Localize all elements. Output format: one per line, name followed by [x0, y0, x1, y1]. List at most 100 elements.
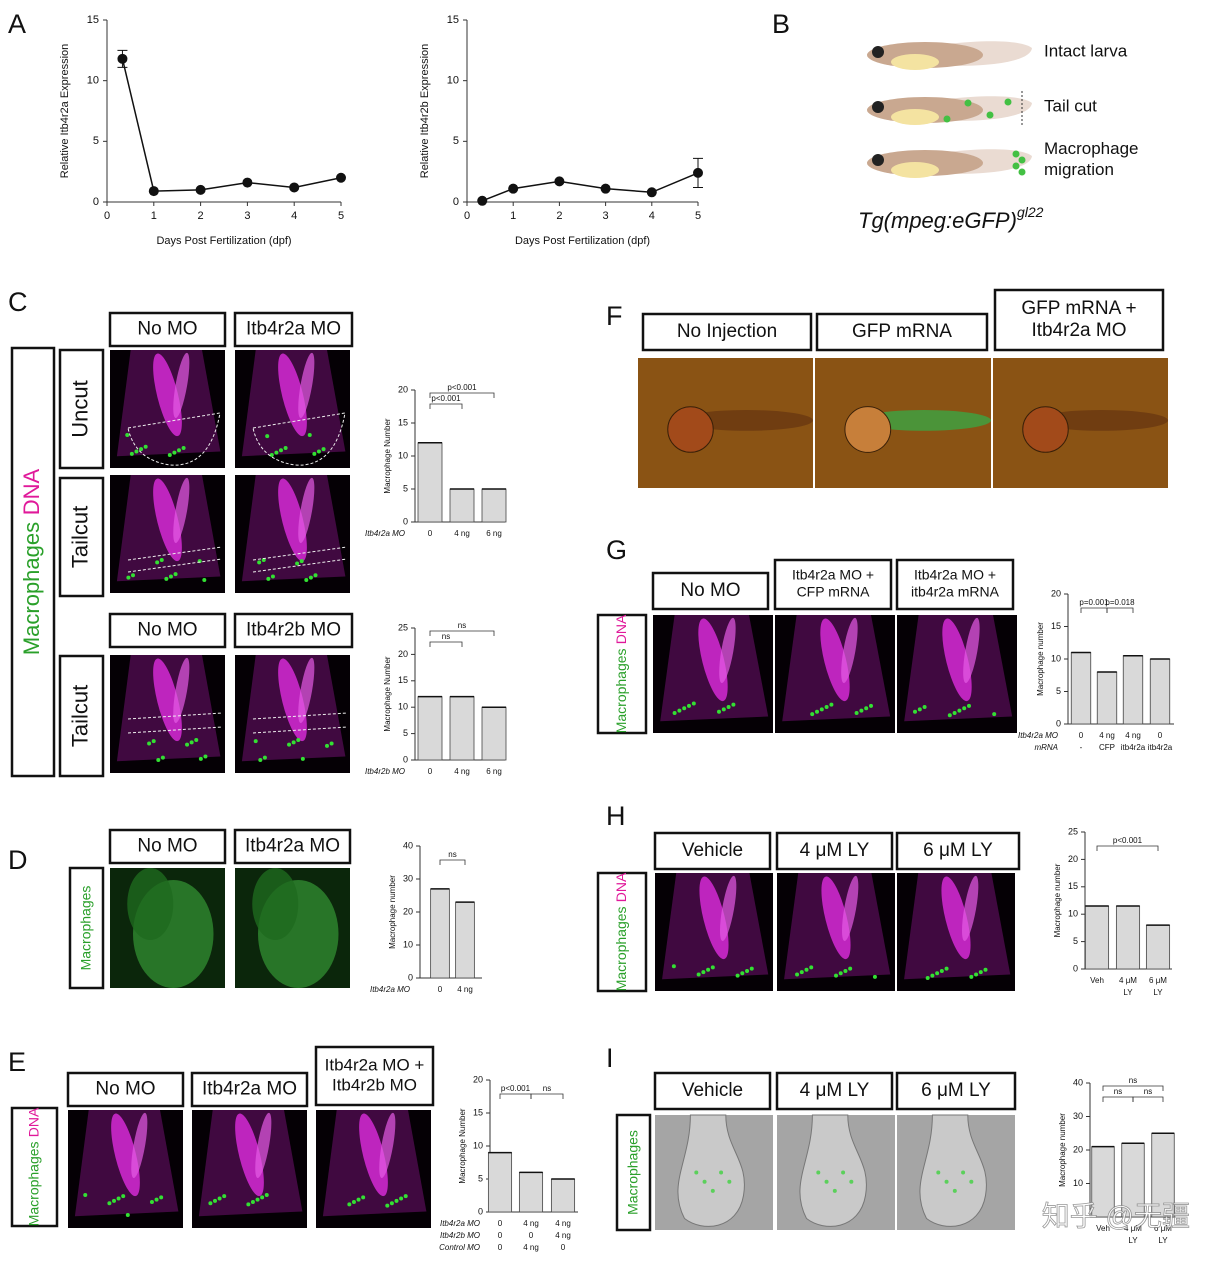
macrophage — [279, 448, 283, 453]
macrophage — [687, 703, 691, 708]
x-tick-label: 4 ng — [454, 529, 470, 538]
y-axis-label: Macrophage Number — [458, 1108, 467, 1183]
stain-box — [10, 346, 56, 778]
larva-yolk — [891, 162, 939, 178]
point — [600, 183, 611, 194]
y-tick-label: 10 — [398, 702, 408, 712]
macrophage — [992, 712, 997, 717]
macrophage — [701, 970, 706, 975]
stain-label: Macrophages DNA — [613, 872, 629, 991]
y-tick-label: 0 — [403, 754, 408, 764]
point — [242, 177, 253, 188]
stain-word: DNA — [613, 872, 629, 902]
y-tick-label: 15 — [447, 14, 459, 26]
macrophage — [834, 973, 838, 978]
bar — [1149, 658, 1171, 725]
x-tick-label: 4 ng — [1099, 731, 1115, 740]
macrophage — [189, 740, 194, 745]
macrophage — [312, 451, 317, 456]
y-axis-label: Macrophage Number — [383, 418, 392, 493]
significance-bracket — [1096, 845, 1159, 851]
tail-tissue — [799, 1114, 867, 1227]
x-tick-label: LY — [1158, 1236, 1168, 1245]
line — [481, 172, 699, 202]
macrophage — [969, 1179, 974, 1184]
header-text: 4 μM LY — [800, 840, 870, 861]
macrophage — [131, 573, 135, 578]
macrophage — [160, 755, 165, 760]
macrophage — [1012, 162, 1020, 170]
significance-bracket — [1102, 1085, 1164, 1091]
macrophage — [710, 965, 715, 970]
header-text: Vehicle — [682, 840, 743, 861]
notochord — [298, 352, 315, 418]
x-tick-label: 0 — [498, 1243, 503, 1252]
x-tick-label: 2 — [556, 210, 562, 222]
header-box — [775, 1071, 894, 1111]
bar — [550, 1178, 576, 1213]
condition-box — [58, 348, 105, 470]
cut-outline — [127, 546, 223, 561]
macrophage — [291, 740, 296, 745]
macrophage — [917, 707, 922, 712]
macrophage — [721, 707, 726, 712]
macrophage — [947, 713, 952, 718]
macrophage — [717, 709, 721, 714]
macrophage — [849, 1179, 854, 1184]
macrophage — [727, 1179, 732, 1184]
macrophage — [749, 966, 754, 971]
macrophage — [804, 967, 809, 972]
macrophage — [719, 1170, 724, 1175]
stain-word: Macrophages — [19, 522, 44, 655]
y-tick-label: 0 — [408, 972, 413, 982]
macrophage — [943, 115, 951, 123]
y-tick-label: 15 — [398, 675, 408, 685]
macrophage — [149, 1200, 154, 1205]
macrophage — [143, 444, 148, 449]
significance-bracket — [429, 641, 463, 647]
bar — [449, 696, 475, 761]
point — [508, 183, 519, 194]
significance-label: p<0.001 — [447, 383, 477, 392]
macrophage — [246, 1202, 251, 1207]
macrophage — [930, 973, 935, 978]
header-text: Itb4r2a MO + — [792, 567, 874, 583]
macrophage — [307, 432, 312, 437]
macrophage — [389, 1201, 394, 1206]
panel-label: G — [606, 535, 627, 565]
x-axis-label: Days Post Fertilization (dpf) — [515, 235, 650, 247]
macrophage — [922, 705, 927, 710]
macrophage — [173, 572, 178, 577]
y-tick-label: 0 — [93, 196, 99, 208]
larva-yolk — [891, 109, 939, 125]
header-box — [895, 831, 1021, 871]
macrophage — [167, 453, 172, 458]
stain-box — [615, 1113, 652, 1232]
bar — [1096, 671, 1118, 725]
macrophage — [151, 739, 156, 744]
point — [289, 182, 300, 193]
macrophage — [869, 703, 873, 708]
macrophage — [832, 1188, 837, 1193]
header-box — [314, 1045, 435, 1107]
bar — [417, 442, 443, 523]
macrophage — [815, 709, 819, 714]
y-tick-label: 25 — [1068, 826, 1078, 836]
macrophage — [260, 1195, 265, 1200]
x-tick-label: 4 — [291, 210, 297, 222]
y-tick-label: 40 — [403, 840, 413, 850]
point — [195, 184, 206, 195]
x-tick-label: 1 — [151, 210, 157, 222]
header-text: Itb4r2a MO + — [325, 1055, 425, 1074]
point — [148, 186, 159, 197]
watermark: 知乎 @无疆 — [1042, 1200, 1190, 1231]
y-tick-label: 25 — [398, 622, 408, 632]
y-tick-label: 5 — [453, 135, 459, 147]
x-tick-label: 6 ng — [486, 767, 502, 776]
header-text: 6 μM LY — [921, 1080, 991, 1101]
macrophage — [361, 1195, 366, 1200]
y-tick-label: 0 — [453, 196, 459, 208]
macrophage — [735, 973, 740, 978]
notochord — [173, 477, 190, 543]
